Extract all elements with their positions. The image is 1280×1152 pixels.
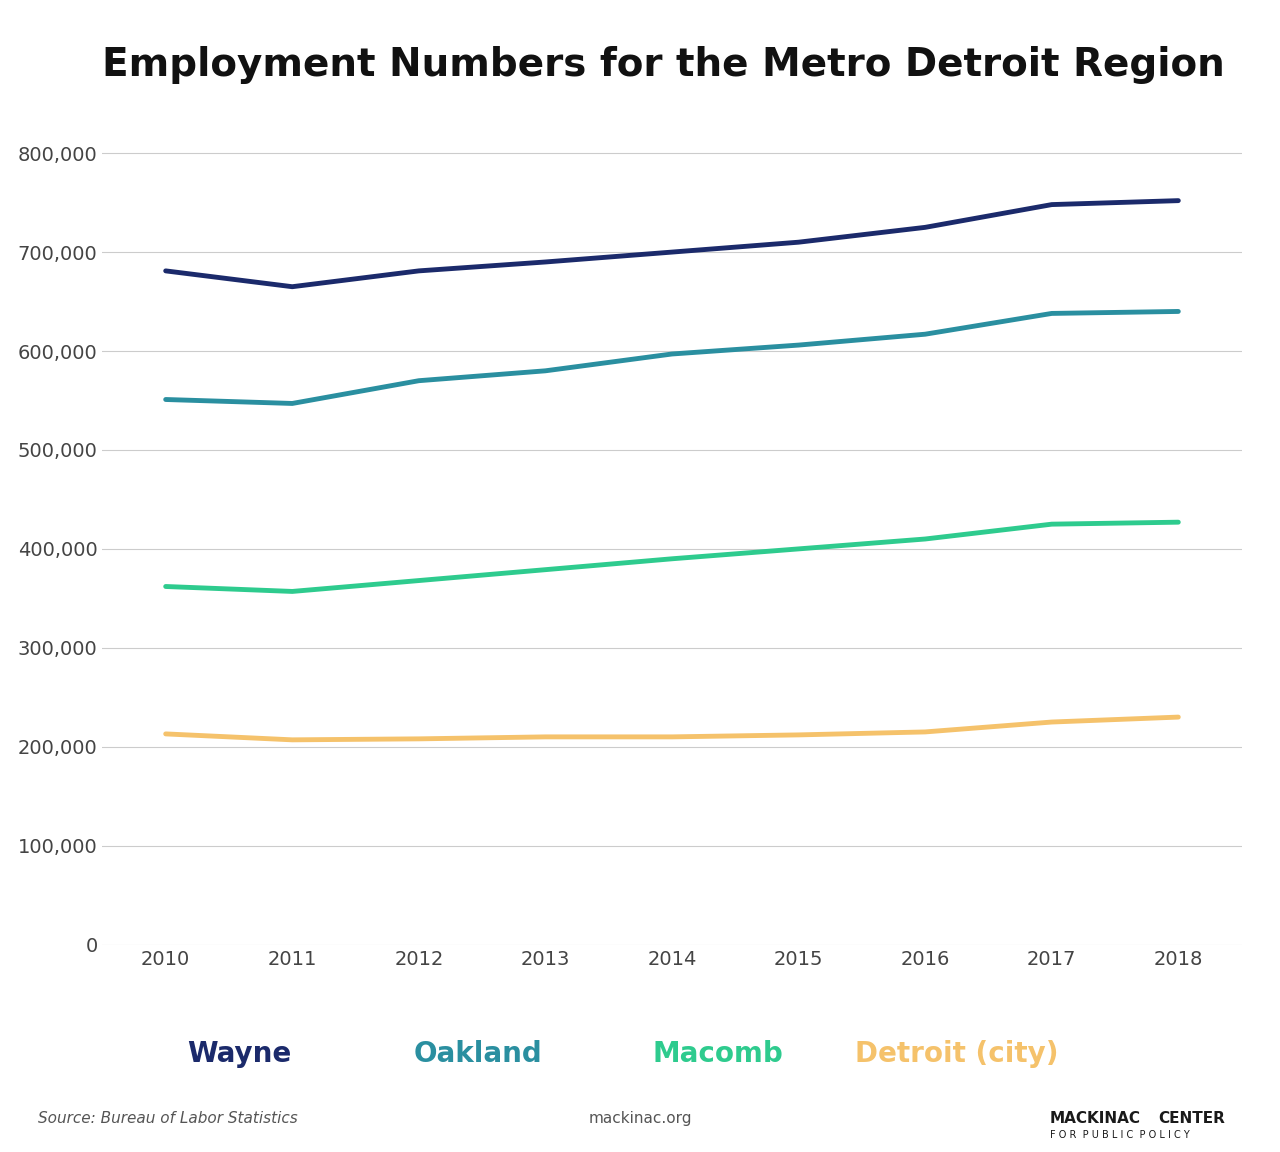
Text: Detroit (city): Detroit (city) <box>855 1040 1059 1068</box>
Text: Employment Numbers for the Metro Detroit Region: Employment Numbers for the Metro Detroit… <box>102 46 1225 84</box>
Text: Oakland: Oakland <box>413 1040 543 1068</box>
Text: Wayne: Wayne <box>187 1040 292 1068</box>
Text: Macomb: Macomb <box>653 1040 783 1068</box>
Text: Source: Bureau of Labor Statistics: Source: Bureau of Labor Statistics <box>38 1112 298 1127</box>
Text: mackinac.org: mackinac.org <box>589 1112 691 1127</box>
Text: CENTER: CENTER <box>1158 1112 1225 1127</box>
Text: MACKINAC: MACKINAC <box>1050 1112 1140 1127</box>
Text: F O R  P U B L I C  P O L I C Y: F O R P U B L I C P O L I C Y <box>1050 1130 1190 1140</box>
